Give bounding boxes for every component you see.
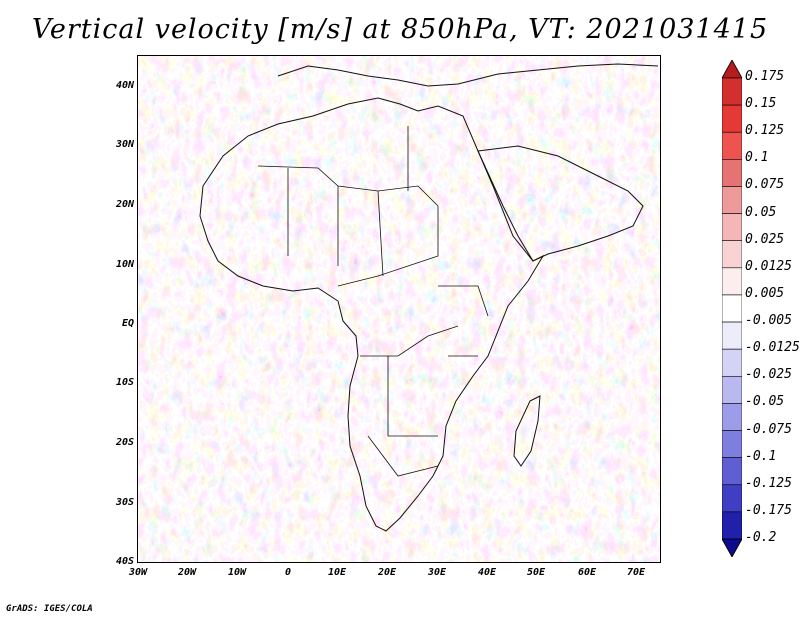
colorbar-label: -0.0125 xyxy=(745,340,800,356)
colorbar-label: 0.125 xyxy=(745,123,785,139)
colorbar-label: 0.025 xyxy=(745,231,785,247)
colorbar-bin xyxy=(722,77,742,106)
colorbar-label: 0.05 xyxy=(745,204,777,220)
lat-label-eq: EQ xyxy=(121,318,134,329)
colorbar-label: 0.175 xyxy=(745,69,785,84)
lon-label-40e: 40E xyxy=(477,567,497,578)
colorbar-label: 0.15 xyxy=(745,96,777,112)
lon-label-30w: 30W xyxy=(128,567,148,578)
lon-label-70e: 70E xyxy=(626,567,646,578)
colorbar-bin xyxy=(722,213,742,242)
europe-coastline xyxy=(277,63,659,87)
colorbar-label: 0.0125 xyxy=(745,258,792,274)
colorbar-bin xyxy=(722,159,742,187)
colorbar-label: -0.1 xyxy=(745,448,777,464)
colorbar-bin xyxy=(722,131,742,160)
colorbar-label: 0.005 xyxy=(745,285,785,301)
colorbar-bin xyxy=(722,484,742,513)
colorbar-bin xyxy=(722,186,742,214)
colorbar-bin xyxy=(722,375,742,404)
africa-coastline xyxy=(199,97,545,532)
colorbar xyxy=(722,60,742,557)
lon-label-60e: 60E xyxy=(577,567,597,578)
colorbar-label: -0.005 xyxy=(745,313,792,329)
colorbar-label: -0.175 xyxy=(745,502,792,518)
colorbar-bin xyxy=(722,321,742,350)
colorbar-top-triangle xyxy=(722,60,742,79)
grads-credit: GrADS: IGES/COLA xyxy=(6,604,93,614)
madagascar-coastline xyxy=(513,395,541,467)
colorbar-bin xyxy=(722,104,742,133)
lat-label-20s: 20S xyxy=(115,437,134,448)
colorbar-bin xyxy=(722,240,742,269)
colorbar-label: 0.1 xyxy=(745,150,769,166)
colorbar-label: -0.125 xyxy=(745,475,792,491)
colorbar-label: -0.05 xyxy=(745,394,785,410)
map-plot-area xyxy=(137,55,661,563)
colorbar-bin xyxy=(722,457,742,486)
lon-label-0: 0 xyxy=(284,567,292,578)
lat-label-10n: 10N xyxy=(115,259,134,270)
lat-label-30n: 30N xyxy=(115,139,134,150)
arabia-coastline xyxy=(477,145,644,262)
lon-label-30e: 30E xyxy=(427,567,447,578)
colorbar-bin xyxy=(722,348,742,377)
colorbar-label: -0.025 xyxy=(745,367,792,383)
colorbar-label: -0.075 xyxy=(745,421,792,437)
colorbar-bin xyxy=(722,294,742,323)
colorbar-bin xyxy=(722,430,742,458)
lon-label-20w: 20W xyxy=(177,567,197,578)
lon-label-50e: 50E xyxy=(526,567,546,578)
map-title: Vertical velocity [m/s] at 850hPa, VT: 2… xyxy=(31,14,769,45)
lat-label-30s: 30S xyxy=(115,497,134,508)
lat-label-20n: 20N xyxy=(115,199,134,210)
colorbar-label: 0.075 xyxy=(745,177,785,193)
colorbar-bottom-triangle xyxy=(722,538,742,557)
colorbar-bin xyxy=(722,511,742,540)
lon-label-10w: 10W xyxy=(227,567,247,578)
colorbar-label: -0.2 xyxy=(745,530,777,545)
lat-label-40s: 40S xyxy=(115,556,134,567)
colorbar-bin xyxy=(722,267,742,296)
vertical-velocity-map xyxy=(138,56,660,562)
lon-label-10e: 10E xyxy=(327,567,347,578)
lat-label-40n: 40N xyxy=(115,80,134,91)
colorbar-bin xyxy=(722,403,742,431)
lat-label-10s: 10S xyxy=(115,377,134,388)
lon-label-20e: 20E xyxy=(377,567,397,578)
